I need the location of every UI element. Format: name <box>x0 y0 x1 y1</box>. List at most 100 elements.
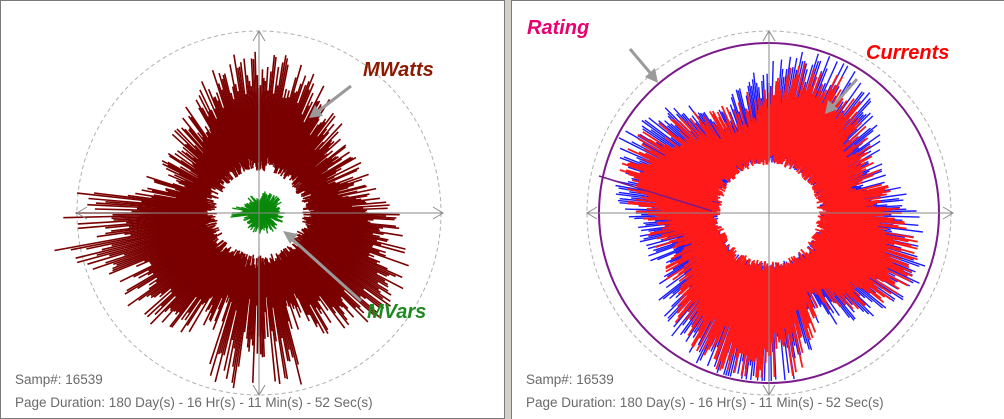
trace-segment <box>76 226 208 264</box>
trace-segment <box>154 247 224 316</box>
trace-segment <box>173 252 225 313</box>
mwatts-arrow-head <box>309 105 323 118</box>
trace-segment <box>148 242 217 290</box>
mvars-arrow-head <box>283 231 298 244</box>
trace-segment <box>201 248 238 305</box>
currents-arrow <box>830 78 859 108</box>
trace-segment <box>112 230 213 272</box>
power-polar-panel: MWatts MVars Samp#: 16539 Page Duration:… <box>0 0 505 419</box>
trace-segment <box>267 58 289 164</box>
panel-divider <box>505 0 511 419</box>
trace-segment <box>151 189 217 205</box>
trace-segment <box>113 228 214 266</box>
trace-segment <box>310 213 387 217</box>
trace-segment <box>296 245 376 316</box>
trace-segment <box>96 220 206 238</box>
sample-number: Samp#: 16539 <box>526 372 614 387</box>
trace-segment <box>248 81 256 159</box>
trace-segment <box>248 268 256 352</box>
trace-segment <box>105 217 205 229</box>
trace-segment <box>233 54 252 161</box>
polar-axes <box>586 30 954 396</box>
trace-segment <box>185 106 230 171</box>
trace-segment <box>94 208 204 213</box>
trace-segment <box>304 239 389 292</box>
currents-polar-panel: Rating Currents Samp#: 16539 Page Durati… <box>511 0 1004 419</box>
trace-segment <box>149 251 222 325</box>
trace-segment <box>308 204 390 211</box>
trace-segment <box>272 64 303 164</box>
trace-segment <box>225 253 245 303</box>
trace-segment <box>187 252 232 314</box>
trace-segment <box>265 85 279 166</box>
trace-segment <box>186 258 231 327</box>
trace-segment <box>194 145 231 184</box>
trace-segment <box>86 223 207 250</box>
trace-segment <box>819 210 884 214</box>
trace-segment <box>295 248 357 309</box>
annotation-arrows <box>628 48 859 114</box>
trace-segment <box>270 267 294 358</box>
currents-trace <box>598 62 918 378</box>
rating-arrow <box>628 48 654 76</box>
trace-segment <box>265 267 277 342</box>
trace-segment <box>304 233 396 278</box>
trace-segment <box>214 266 246 383</box>
trace-segment <box>111 223 206 247</box>
sample-number: Samp#: 16539 <box>15 372 103 387</box>
trace-segment <box>209 260 245 365</box>
trace-segment <box>310 214 395 221</box>
currents-arrow-head <box>825 100 838 114</box>
trace-segment <box>283 121 326 180</box>
trace-segment <box>777 270 797 373</box>
annotation-arrows <box>283 84 363 303</box>
trace-segment <box>246 264 255 339</box>
trace-segment <box>225 263 250 379</box>
trace-segment <box>63 213 204 219</box>
trace-segment <box>87 203 208 212</box>
trace-segment <box>164 251 223 313</box>
trace-segment <box>271 77 297 166</box>
trace-segment <box>276 75 307 161</box>
trace-segment <box>305 242 380 291</box>
trace-segment <box>124 239 214 295</box>
trace-segment <box>208 261 238 321</box>
trace-segment <box>77 215 213 225</box>
trace-segment <box>75 222 217 259</box>
trace-segment <box>313 195 368 206</box>
trace-segment <box>169 253 228 328</box>
trace-segment <box>303 232 403 279</box>
trace-segment <box>153 247 217 298</box>
trace-segment <box>101 222 217 251</box>
trace-segment <box>310 225 382 246</box>
trace-segment <box>295 247 365 314</box>
trace-segment <box>231 265 252 383</box>
trace-segment <box>267 261 289 362</box>
axis-arrow-bottom <box>252 384 266 396</box>
trace-segment <box>160 247 218 295</box>
trace-segment <box>313 207 388 212</box>
polar-axes <box>76 30 444 396</box>
trace-segment <box>223 266 247 356</box>
trace-segment <box>293 156 337 189</box>
trace-segment <box>302 210 366 214</box>
trace-segment <box>197 132 234 180</box>
trace-segment <box>165 167 210 190</box>
mvars-arrow <box>289 236 363 303</box>
trace-segment <box>137 241 213 290</box>
mwatts-annotation: MWatts <box>363 59 434 81</box>
page-duration: Page Duration: 180 Day(s) - 16 Hr(s) - 1… <box>15 395 373 410</box>
trace-segment <box>130 221 208 236</box>
trace-segment <box>221 89 244 160</box>
trace-segment <box>87 225 215 265</box>
trace-segment <box>250 267 257 340</box>
trace-segment <box>138 243 218 302</box>
mvars-trace <box>230 191 285 234</box>
trace-segment <box>111 218 210 232</box>
trace-segment <box>234 83 250 160</box>
currents-annotation: Currents <box>866 42 950 64</box>
trace-segment <box>312 218 400 230</box>
currents-polar-plot <box>586 30 954 396</box>
trace-segment <box>266 267 286 379</box>
trace-segment <box>88 197 215 211</box>
